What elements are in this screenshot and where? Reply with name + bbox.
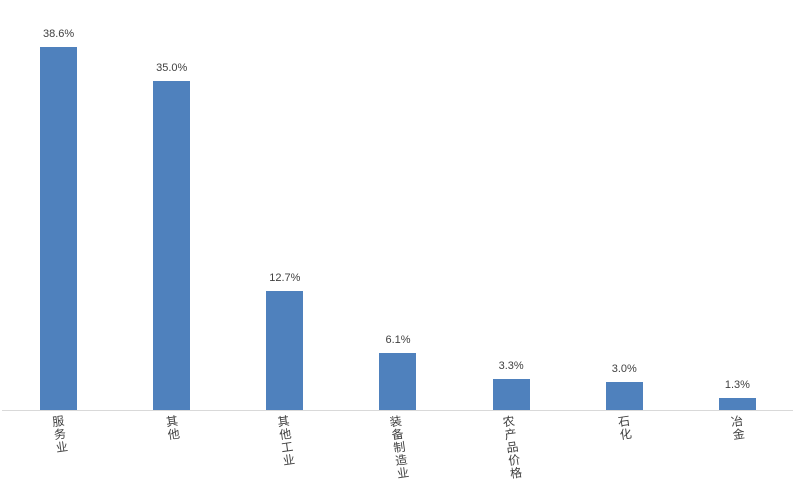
bar [605, 381, 643, 410]
bar-value-label: 3.0% [611, 362, 637, 375]
category-label-cell: 农产品价格 [455, 414, 568, 500]
bar-column: 1.3% [681, 0, 794, 410]
bar-value-label: 38.6% [42, 28, 75, 40]
bar-column: 38.6% [2, 0, 115, 410]
bar [40, 47, 78, 410]
category-label: 冶金 [729, 414, 747, 442]
bar [266, 290, 304, 410]
bar-column: 6.1% [341, 0, 454, 410]
category-label: 石化 [615, 414, 634, 442]
bar [492, 379, 530, 410]
category-label-cell: 其他 [115, 414, 228, 500]
bar-column: 12.7% [228, 0, 341, 410]
category-label: 服务业 [49, 414, 69, 455]
category-label: 其他 [163, 414, 181, 442]
plot-area: 38.6% 35.0% 12.7% 6.1% 3.3% 3.0% 1.3% [2, 0, 794, 410]
bar-value-label: 1.3% [724, 378, 750, 391]
category-label-cell: 冶金 [681, 414, 794, 500]
bar [718, 397, 756, 410]
category-label-cell: 石化 [568, 414, 681, 500]
bar-value-label: 35.0% [156, 61, 188, 74]
bar-value-label: 3.3% [498, 360, 524, 372]
bar-value-label: 12.7% [269, 271, 301, 284]
bar-value-label: 6.1% [385, 333, 411, 346]
category-axis: 服务业 其他 其他工业 装备制造业 农产品价格 石化 冶金 [2, 414, 794, 500]
category-label-cell: 装备制造业 [341, 414, 454, 500]
bar [379, 352, 417, 410]
bar-column: 35.0% [115, 0, 228, 410]
category-label: 农产品价格 [500, 414, 524, 481]
category-label: 装备制造业 [387, 414, 411, 481]
x-axis-line [2, 410, 793, 411]
category-label-cell: 其他工业 [228, 414, 341, 500]
bar-column: 3.3% [455, 0, 568, 410]
bar-column: 3.0% [568, 0, 681, 410]
category-label: 其他工业 [275, 414, 297, 468]
bar [153, 80, 191, 410]
category-label-cell: 服务业 [2, 414, 115, 500]
